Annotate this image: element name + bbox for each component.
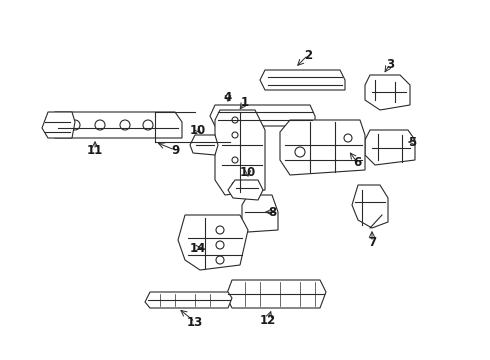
Text: 3: 3 (386, 58, 394, 71)
Text: 12: 12 (260, 314, 276, 327)
Text: 4: 4 (224, 90, 232, 104)
Text: 5: 5 (408, 135, 416, 149)
Polygon shape (242, 195, 278, 232)
Polygon shape (48, 112, 182, 138)
Text: 9: 9 (171, 144, 179, 157)
Polygon shape (145, 292, 232, 308)
Text: 14: 14 (190, 242, 206, 255)
Text: 1: 1 (241, 95, 249, 108)
Text: 7: 7 (368, 235, 376, 248)
Text: 2: 2 (304, 49, 312, 62)
Polygon shape (42, 112, 75, 138)
Text: 10: 10 (190, 123, 206, 136)
Polygon shape (365, 130, 415, 165)
Polygon shape (352, 185, 388, 228)
Text: 10: 10 (240, 166, 256, 179)
Polygon shape (365, 75, 410, 110)
Polygon shape (210, 105, 315, 126)
Polygon shape (178, 215, 248, 270)
Polygon shape (215, 110, 265, 195)
Text: 11: 11 (87, 144, 103, 157)
Text: 8: 8 (268, 206, 276, 219)
Polygon shape (280, 120, 365, 175)
Polygon shape (228, 180, 263, 200)
Text: 6: 6 (353, 156, 361, 168)
Polygon shape (190, 135, 218, 155)
Text: 13: 13 (187, 315, 203, 328)
Polygon shape (226, 280, 326, 308)
Polygon shape (260, 70, 345, 90)
